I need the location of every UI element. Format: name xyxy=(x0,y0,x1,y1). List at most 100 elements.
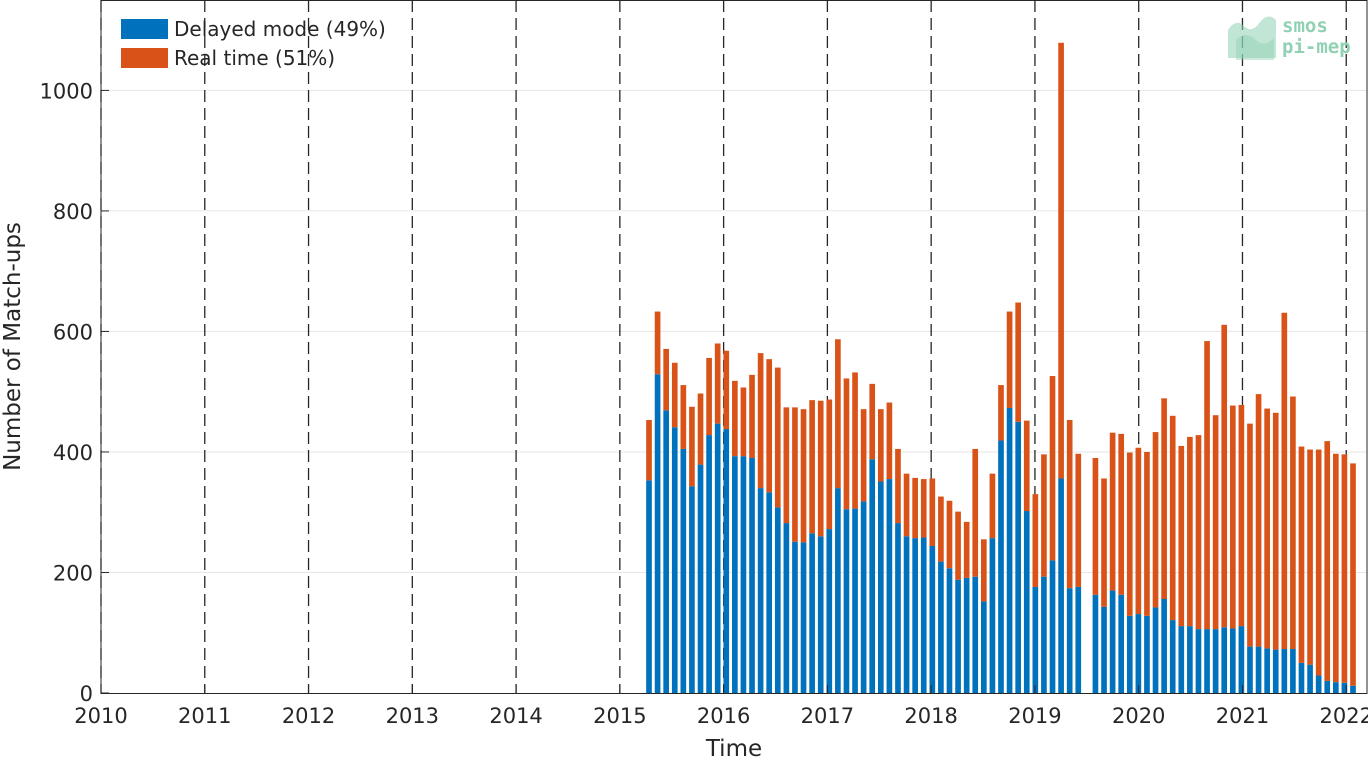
bar-delayed-mode xyxy=(920,537,927,693)
bar-real-time xyxy=(1229,405,1236,629)
x-axis-ticks: 2010 2011 2012 2013 2014 2015 2016 2017 2018 2019… xyxy=(74,685,1368,728)
bar-delayed-mode xyxy=(783,523,790,693)
plot-frame xyxy=(100,0,1368,694)
logo-wave-graphic-2 xyxy=(1236,35,1274,60)
x-tick-label: 2017 xyxy=(801,704,854,728)
bar-delayed-mode xyxy=(1350,685,1356,693)
bar-delayed-mode xyxy=(1332,682,1339,693)
bar-real-time xyxy=(1247,423,1253,647)
bar-real-time xyxy=(1195,435,1202,630)
legend-label-real-time: Real time (51%) xyxy=(174,46,335,70)
bar-delayed-mode xyxy=(869,459,876,693)
bar-real-time xyxy=(938,496,944,562)
bar-real-time xyxy=(689,406,695,487)
bar-real-time xyxy=(1281,312,1288,650)
bar-delayed-mode xyxy=(1324,680,1331,693)
bar-real-time xyxy=(1144,451,1150,616)
smos-pi-mep-logo: smos pi-mep xyxy=(1228,15,1351,60)
x-tick-label: 2015 xyxy=(593,704,646,728)
bar-delayed-mode xyxy=(903,536,910,693)
bar-delayed-mode xyxy=(886,479,893,693)
bar-delayed-mode xyxy=(1272,649,1279,693)
bar-real-time xyxy=(1118,433,1125,595)
bar-delayed-mode xyxy=(646,480,652,693)
x-tick-label: 2018 xyxy=(904,704,957,728)
bar-real-time xyxy=(1032,494,1039,587)
bar-real-time xyxy=(817,400,824,537)
bar-real-time xyxy=(1058,42,1064,479)
bar-real-time xyxy=(1272,412,1279,650)
y-tick-label: 800 xyxy=(53,200,93,224)
bar-real-time xyxy=(972,448,979,577)
bar-delayed-mode xyxy=(843,509,850,693)
bar-real-time xyxy=(843,378,850,510)
bar-real-time xyxy=(1006,311,1013,408)
bar-real-time xyxy=(1307,449,1313,665)
bar-real-time xyxy=(955,511,961,580)
bar-delayed-mode xyxy=(1195,629,1202,693)
x-tick-label: 2014 xyxy=(489,704,542,728)
bar-real-time xyxy=(1212,415,1219,630)
bar-real-time xyxy=(714,343,721,424)
bar-delayed-mode xyxy=(757,488,764,693)
bar-real-time xyxy=(1255,394,1262,647)
bar-delayed-mode xyxy=(671,427,678,693)
bar-delayed-mode xyxy=(1169,620,1176,693)
bar-real-time xyxy=(697,393,704,465)
bar-delayed-mode xyxy=(1066,588,1073,693)
bar-delayed-mode xyxy=(852,508,858,693)
bar-real-time xyxy=(663,348,670,411)
bar-delayed-mode xyxy=(826,529,833,693)
bar-real-time xyxy=(1221,324,1228,628)
bar-real-time xyxy=(766,359,773,493)
bar-real-time xyxy=(732,380,738,457)
bar-delayed-mode xyxy=(980,601,987,693)
bar-delayed-mode xyxy=(1212,629,1219,693)
bar-real-time xyxy=(723,350,730,430)
bar-delayed-mode xyxy=(1161,598,1167,693)
bar-delayed-mode xyxy=(1221,627,1228,693)
bar-delayed-mode xyxy=(766,492,773,693)
bar-real-time xyxy=(1023,420,1030,512)
bar-delayed-mode xyxy=(1101,606,1107,693)
bar-delayed-mode xyxy=(998,440,1004,693)
bar-real-time xyxy=(912,477,918,539)
bar-real-time xyxy=(895,448,901,524)
bar-delayed-mode xyxy=(835,488,841,693)
bar-real-time xyxy=(792,407,798,542)
bar-real-time xyxy=(757,353,764,489)
bar-real-time xyxy=(749,374,755,458)
bar-delayed-mode xyxy=(1238,626,1245,693)
bar-real-time xyxy=(852,372,858,509)
bar-delayed-mode xyxy=(1092,594,1099,693)
bar-real-time xyxy=(1187,436,1193,627)
bar-delayed-mode xyxy=(800,542,807,693)
bar-real-time xyxy=(1101,478,1107,607)
bar-real-time xyxy=(1041,454,1047,577)
bar-real-time xyxy=(1298,446,1305,663)
bar-delayed-mode xyxy=(1152,607,1159,693)
bar-delayed-mode xyxy=(809,533,815,693)
bar-delayed-mode xyxy=(1298,662,1305,693)
bar-real-time xyxy=(929,478,936,546)
y-axis-ticks: 0 200 400 600 800 1000 xyxy=(40,79,109,706)
bar-delayed-mode xyxy=(749,457,755,693)
bar-delayed-mode xyxy=(706,435,712,693)
bar-real-time xyxy=(1015,302,1022,422)
bar-delayed-mode xyxy=(1229,628,1236,693)
y-tick-label: 400 xyxy=(53,441,93,465)
y-tick-label: 200 xyxy=(53,561,93,585)
bar-real-time xyxy=(989,473,996,539)
x-tick-label: 2012 xyxy=(282,704,335,728)
bar-delayed-mode xyxy=(938,561,944,693)
bar-delayed-mode xyxy=(946,568,953,693)
bar-real-time xyxy=(903,473,910,537)
bar-real-time xyxy=(860,409,867,502)
bar-delayed-mode xyxy=(792,541,798,693)
bar-delayed-mode xyxy=(1307,664,1313,693)
bar-delayed-mode xyxy=(689,486,695,693)
bar-delayed-mode xyxy=(1075,586,1082,693)
y-tick-label: 0 xyxy=(80,682,93,706)
bar-delayed-mode xyxy=(714,423,721,693)
